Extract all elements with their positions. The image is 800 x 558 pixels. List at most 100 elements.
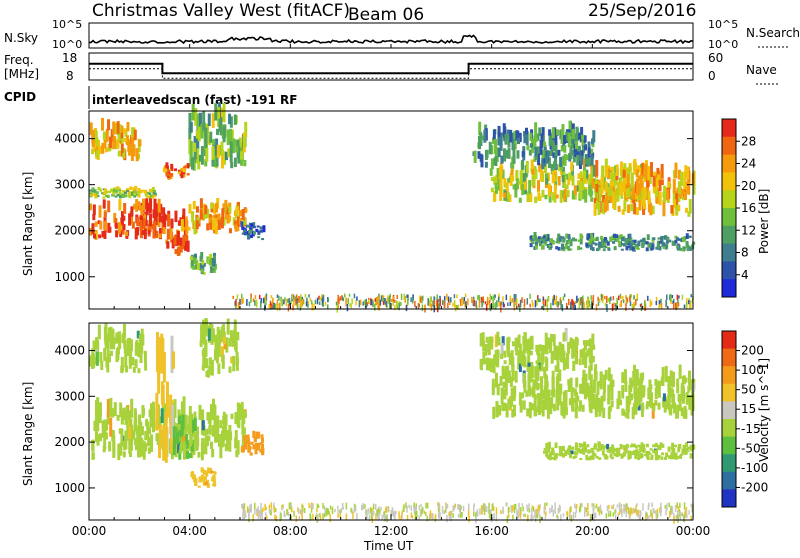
velocity-echo-cell [622, 451, 626, 457]
velocity-echo-cell [645, 452, 649, 458]
velocity-echo-cell [661, 452, 665, 456]
velocity-ground-scatter-cell [615, 508, 617, 513]
power-ground-scatter-cell [666, 294, 668, 301]
velocity-echo-cell [649, 448, 653, 451]
velocity-echo-cell [197, 485, 201, 488]
velocity-ground-scatter-cell [280, 513, 282, 521]
velocity-ground-scatter-cell [345, 513, 348, 521]
power-echo-cell [144, 220, 148, 227]
power-echo-cell [613, 233, 617, 238]
power-echo-cell [499, 163, 503, 176]
velocity-echo-cell [526, 364, 530, 373]
power-echo-cell [615, 164, 619, 176]
power-echo-cell [538, 163, 542, 173]
velocity-ground-scatter-cell [301, 513, 303, 520]
power-echo-cell [189, 140, 193, 158]
power-echo-cell [557, 176, 561, 186]
velocity-ground-scatter-cell [623, 503, 625, 512]
power-echo-cell [631, 247, 635, 251]
power-ground-scatter-cell [630, 294, 632, 298]
velocity-colorbar-swatch [722, 366, 736, 385]
power-ground-scatter-cell [685, 304, 688, 310]
power-ground-scatter-cell [513, 304, 516, 311]
power-echo-cell [193, 257, 197, 265]
velocity-ground-scatter-cell [244, 509, 246, 516]
velocity-ground-scatter-cell [337, 505, 339, 510]
velocity-echo-cell [509, 376, 513, 388]
power-ground-scatter-cell [577, 298, 580, 302]
power-echo-cell [218, 118, 222, 131]
power-echo-cell [516, 136, 520, 145]
power-ground-scatter-cell [295, 297, 297, 306]
power-echo-cell [122, 152, 126, 159]
power-echo-cell [177, 169, 181, 172]
velocity-ground-scatter-cell [666, 503, 668, 511]
power-echo-cell [593, 203, 597, 216]
power-ground-scatter-cell [606, 295, 608, 303]
power-echo-cell [152, 190, 156, 193]
velocity-echo-cell [112, 337, 116, 350]
velocity-echo-cell [111, 328, 115, 340]
nsky-tick-top: 10^5 [52, 18, 82, 31]
power-ground-scatter-cell [457, 304, 460, 310]
velocity-echo-cell [178, 450, 182, 460]
velocity-echo-cell [648, 390, 652, 407]
velocity-ground-scatter-cell [479, 508, 481, 515]
power-echo-cell [195, 220, 199, 230]
velocity-echo-cell [190, 471, 194, 478]
velocity-ground-scatter-cell [256, 511, 258, 517]
velocity-ground-scatter-cell [554, 502, 556, 507]
power-echo-cell [101, 230, 105, 238]
velocity-ground-scatter-cell [410, 505, 412, 511]
power-echo-cell [616, 238, 620, 242]
power-echo-cell [590, 161, 594, 175]
velocity-ground-scatter-cell [379, 509, 381, 515]
velocity-echo-cell [591, 333, 595, 344]
power-echo-cell [89, 189, 93, 192]
velocity-echo-cell [589, 357, 593, 370]
velocity-echo-cell [582, 441, 586, 447]
velocity-echo-cell [103, 347, 107, 362]
power-ground-scatter-cell [622, 299, 625, 304]
velocity-ground-scatter-cell [250, 503, 253, 509]
velocity-echo-cell [112, 435, 116, 454]
velocity-echo-cell [210, 324, 214, 339]
power-echo-cell [493, 176, 497, 185]
power-echo-cell [682, 194, 686, 201]
velocity-echo-cell [687, 385, 691, 393]
power-echo-cell [180, 219, 184, 232]
power-ground-scatter-cell [660, 298, 662, 304]
power-echo-cell [185, 234, 189, 242]
power-echo-cell [120, 132, 124, 139]
power-echo-cell [170, 218, 174, 229]
velocity-echo-cell [551, 377, 555, 384]
velocity-echo-cell [643, 453, 647, 456]
power-echo-cell [112, 191, 116, 195]
power-ground-scatter-cell [436, 294, 439, 300]
power-echo-cell [555, 246, 559, 250]
power-echo-cell [107, 119, 111, 131]
velocity-echo-cell [633, 443, 637, 448]
power-echo-cell [588, 238, 592, 244]
power-echo-cell [131, 137, 135, 151]
velocity-ground-scatter-cell [597, 506, 599, 512]
velocity-echo-cell [555, 376, 559, 388]
power-echo-cell [686, 166, 690, 180]
velocity-echo-cell [687, 446, 691, 450]
velocity-echo-cell [193, 431, 197, 437]
velocity-echo-cell [645, 403, 649, 410]
power-ground-scatter-cell [452, 302, 454, 307]
velocity-echo-cell [234, 437, 238, 449]
velocity-echo-cell [598, 410, 602, 417]
power-echo-cell [122, 223, 126, 231]
velocity-echo-cell [606, 443, 610, 450]
power-echo-cell [516, 178, 520, 190]
power-ground-scatter-cell [620, 295, 622, 299]
power-echo-cell [676, 244, 680, 249]
velocity-echo-cell [222, 331, 226, 342]
velocity-echo-cell [637, 393, 641, 406]
velocity-ground-scatter-cell [255, 508, 258, 513]
velocity-echo-cell [131, 357, 135, 364]
power-echo-cell [550, 163, 554, 171]
power-echo-cell [477, 151, 481, 159]
